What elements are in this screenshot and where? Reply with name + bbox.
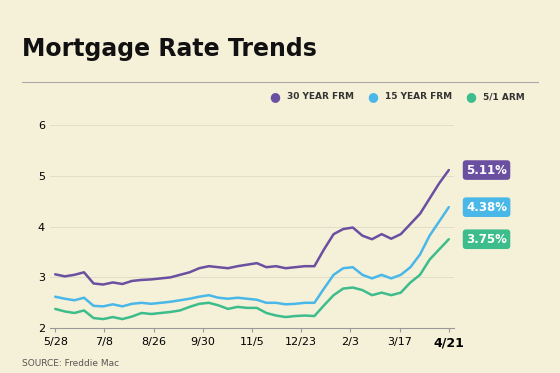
Text: 30 YEAR FRM: 30 YEAR FRM: [287, 93, 354, 101]
Text: 5/1 ARM: 5/1 ARM: [483, 93, 525, 101]
Text: 3.75%: 3.75%: [466, 233, 507, 246]
Text: ●: ●: [269, 91, 279, 103]
Text: 5.11%: 5.11%: [466, 163, 507, 176]
Text: 15 YEAR FRM: 15 YEAR FRM: [385, 93, 452, 101]
Text: Mortgage Rate Trends: Mortgage Rate Trends: [22, 37, 318, 61]
Text: ●: ●: [367, 91, 377, 103]
Text: 4.38%: 4.38%: [466, 201, 507, 214]
Text: ●: ●: [465, 91, 475, 103]
Text: SOURCE: Freddie Mac: SOURCE: Freddie Mac: [22, 358, 119, 367]
